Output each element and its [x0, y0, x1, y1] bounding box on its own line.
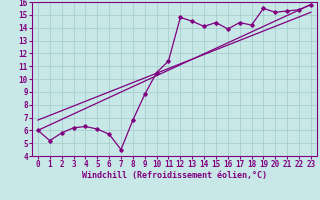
X-axis label: Windchill (Refroidissement éolien,°C): Windchill (Refroidissement éolien,°C) — [82, 171, 267, 180]
